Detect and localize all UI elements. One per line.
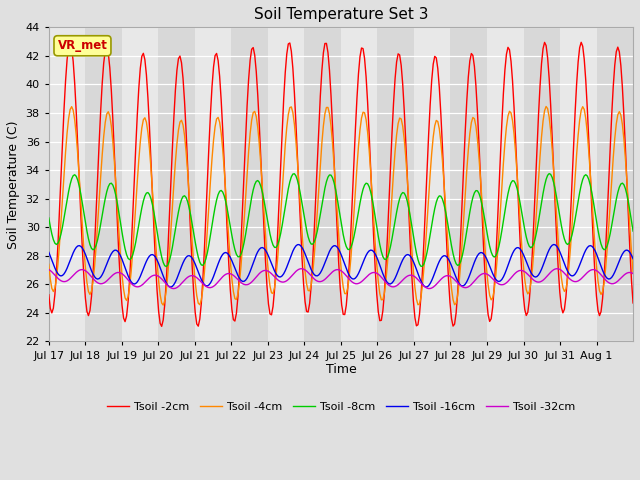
Tsoil -8cm (629, 228, 637, 234)
Tsoil -32cm (65, 277, 72, 283)
Tsoil -16cm (552, 242, 559, 248)
Bar (158, 27, 195, 341)
Tsoil -32cm (463, 285, 470, 290)
Bar (49, 27, 85, 341)
Tsoil -8cm (628, 218, 636, 224)
Tsoil -2cm (552, 205, 559, 211)
Bar (268, 27, 305, 341)
Line: Tsoil -16cm: Tsoil -16cm (49, 244, 633, 287)
Tsoil -8cm (347, 245, 355, 251)
Tsoil -2cm (465, 74, 472, 80)
Tsoil -4cm (159, 302, 167, 308)
Bar (487, 27, 524, 341)
Bar (195, 27, 232, 341)
Tsoil -32cm (628, 270, 636, 276)
Tsoil -32cm (553, 266, 561, 272)
Tsoil -4cm (552, 192, 559, 198)
Tsoil -16cm (167, 284, 175, 290)
Bar (232, 27, 268, 341)
Tsoil -16cm (347, 275, 355, 280)
Bar (305, 27, 341, 341)
Tsoil -4cm (628, 250, 636, 256)
Tsoil -16cm (550, 241, 557, 247)
Tsoil -4cm (347, 256, 355, 262)
Tsoil -4cm (542, 104, 550, 109)
Tsoil -4cm (45, 262, 52, 267)
Tsoil -8cm (463, 228, 470, 234)
Tsoil -2cm (45, 292, 52, 298)
Tsoil -2cm (349, 195, 356, 201)
Tsoil -16cm (463, 279, 470, 285)
Tsoil -4cm (629, 270, 637, 276)
Tsoil -16cm (629, 256, 637, 262)
Line: Tsoil -2cm: Tsoil -2cm (49, 42, 633, 326)
Y-axis label: Soil Temperature (C): Soil Temperature (C) (7, 120, 20, 249)
Tsoil -4cm (83, 279, 91, 285)
Tsoil -16cm (83, 255, 91, 261)
Tsoil -8cm (45, 215, 52, 221)
Tsoil -8cm (545, 171, 553, 177)
Bar (414, 27, 451, 341)
Tsoil -16cm (45, 249, 52, 255)
Bar (378, 27, 414, 341)
Bar (451, 27, 487, 341)
Legend: Tsoil -2cm, Tsoil -4cm, Tsoil -8cm, Tsoil -16cm, Tsoil -32cm: Tsoil -2cm, Tsoil -4cm, Tsoil -8cm, Tsoi… (102, 397, 579, 416)
Title: Soil Temperature Set 3: Soil Temperature Set 3 (253, 7, 428, 22)
Bar (85, 27, 122, 341)
Tsoil -16cm (65, 262, 72, 267)
Tsoil -32cm (629, 271, 637, 276)
Tsoil -16cm (628, 252, 636, 258)
Tsoil -4cm (65, 116, 72, 121)
Tsoil -32cm (347, 278, 355, 284)
Tsoil -2cm (158, 324, 166, 329)
Line: Tsoil -32cm: Tsoil -32cm (49, 269, 633, 288)
Line: Tsoil -8cm: Tsoil -8cm (49, 174, 633, 266)
Text: VR_met: VR_met (58, 39, 108, 52)
Bar (524, 27, 560, 341)
Tsoil -4cm (463, 168, 470, 173)
Tsoil -8cm (83, 228, 91, 234)
Tsoil -2cm (84, 313, 92, 319)
Bar (596, 27, 633, 341)
Bar (122, 27, 158, 341)
Tsoil -2cm (628, 278, 636, 284)
X-axis label: Time: Time (326, 363, 356, 376)
Bar (560, 27, 596, 341)
Tsoil -8cm (65, 189, 72, 194)
Tsoil -32cm (550, 267, 557, 273)
Tsoil -32cm (83, 269, 91, 275)
Tsoil -2cm (629, 300, 637, 306)
Tsoil -8cm (163, 264, 170, 269)
Tsoil -2cm (65, 44, 72, 49)
Line: Tsoil -4cm: Tsoil -4cm (49, 107, 633, 305)
Tsoil -8cm (552, 187, 559, 193)
Tsoil -32cm (170, 286, 178, 291)
Tsoil -32cm (45, 266, 52, 272)
Bar (341, 27, 378, 341)
Tsoil -2cm (67, 39, 74, 45)
